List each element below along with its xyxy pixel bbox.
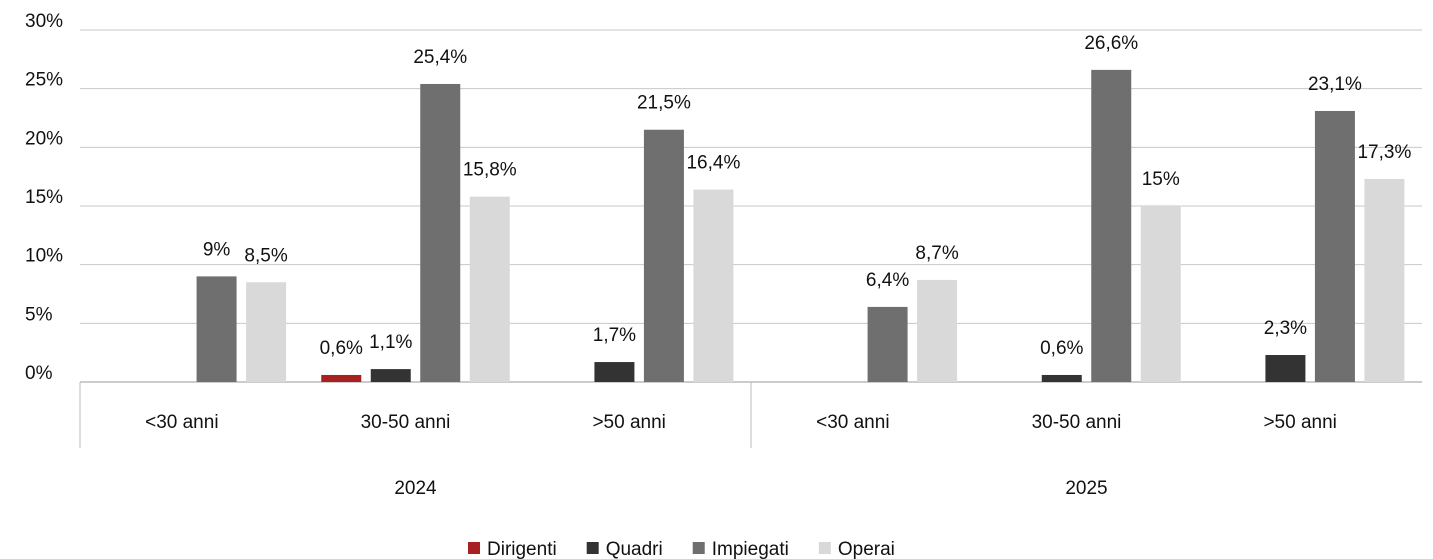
value-label: 16,4% bbox=[686, 153, 740, 174]
group-label: 2025 bbox=[1065, 478, 1107, 499]
bar bbox=[917, 279, 958, 382]
value-label: 2,3% bbox=[1264, 318, 1307, 339]
value-label: 8,5% bbox=[244, 245, 287, 266]
y-tick-label: 5% bbox=[25, 304, 53, 325]
value-label: 25,4% bbox=[413, 47, 467, 68]
legend-swatch bbox=[692, 542, 705, 554]
value-label: 8,7% bbox=[915, 243, 958, 264]
bar bbox=[594, 362, 635, 382]
bar bbox=[469, 196, 510, 382]
value-label: 9% bbox=[203, 239, 231, 260]
bar bbox=[1041, 374, 1082, 382]
value-label: 15% bbox=[1142, 169, 1180, 190]
y-tick-label: 0% bbox=[25, 363, 53, 384]
bar bbox=[370, 369, 411, 382]
value-label: 1,1% bbox=[369, 332, 412, 353]
legend-label: Quadri bbox=[606, 539, 663, 559]
bar bbox=[1265, 355, 1306, 382]
value-label: 26,6% bbox=[1084, 33, 1138, 54]
bar bbox=[1091, 69, 1132, 382]
y-tick-label: 15% bbox=[25, 187, 63, 208]
y-tick-label: 10% bbox=[25, 246, 63, 267]
y-tick-label: 30% bbox=[25, 11, 63, 32]
bar bbox=[1314, 110, 1355, 383]
legend-label: Impiegati bbox=[712, 539, 789, 559]
x-tick-label: 30-50 anni bbox=[1032, 412, 1122, 433]
legend-swatch bbox=[468, 542, 480, 554]
bar bbox=[1364, 179, 1405, 382]
group-label: 2024 bbox=[394, 478, 437, 499]
bar bbox=[246, 282, 287, 382]
y-tick-label: 25% bbox=[25, 70, 63, 91]
value-label: 17,3% bbox=[1357, 142, 1411, 163]
x-tick-label: >50 anni bbox=[1263, 412, 1336, 433]
bar bbox=[196, 276, 237, 382]
value-label: 15,8% bbox=[463, 160, 517, 181]
value-label: 0,6% bbox=[1040, 338, 1083, 359]
x-tick-label: >50 anni bbox=[592, 412, 665, 433]
legend-label: Operai bbox=[838, 539, 895, 559]
bar bbox=[1140, 206, 1181, 382]
x-tick-label: <30 anni bbox=[145, 412, 218, 433]
bar bbox=[321, 374, 362, 382]
legend-label: Dirigenti bbox=[487, 539, 557, 559]
x-tick-label: 30-50 anni bbox=[361, 412, 451, 433]
bar bbox=[867, 306, 908, 382]
y-tick-label: 20% bbox=[25, 128, 63, 149]
value-label: 6,4% bbox=[866, 270, 909, 291]
bar bbox=[693, 189, 734, 382]
value-label: 1,7% bbox=[593, 325, 636, 346]
legend-swatch bbox=[586, 542, 599, 554]
legend-swatch bbox=[818, 542, 831, 554]
bar bbox=[420, 83, 461, 383]
value-label: 21,5% bbox=[637, 93, 691, 114]
bar bbox=[643, 129, 684, 382]
value-label: 0,6% bbox=[320, 338, 363, 359]
value-label: 23,1% bbox=[1308, 74, 1362, 95]
x-tick-label: <30 anni bbox=[816, 412, 889, 433]
